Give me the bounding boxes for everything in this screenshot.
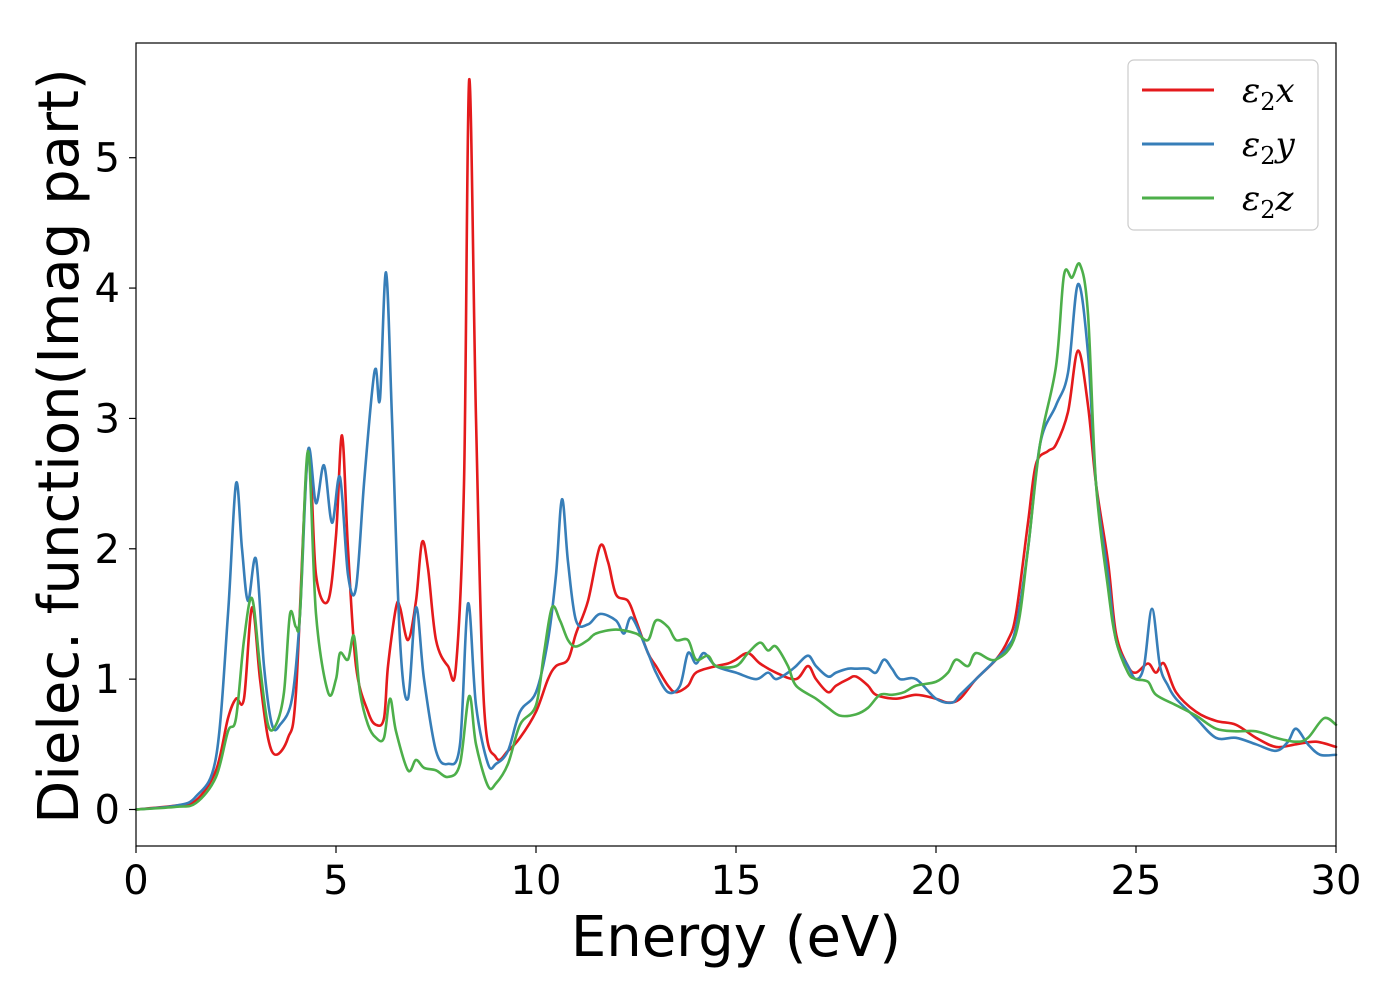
- y-tick-label: 5: [95, 136, 120, 182]
- x-tick-label: 5: [323, 858, 348, 904]
- legend-box: [1127, 59, 1319, 231]
- x-tick-label: 10: [511, 858, 562, 904]
- legend-label-suffix: y: [1274, 125, 1296, 165]
- legend-label: ε2y: [1242, 125, 1296, 170]
- legend-label-base: ε: [1242, 71, 1260, 111]
- legend-entry-x: ε2x: [1142, 71, 1295, 116]
- y-axis-ticks: 0 1 2 3 4 5: [95, 136, 136, 834]
- legend-label-suffix: x: [1276, 71, 1295, 111]
- legend-label: ε2x: [1242, 71, 1295, 116]
- x-tick-label: 30: [1311, 858, 1362, 904]
- x-tick-label: 20: [911, 858, 962, 904]
- x-axis-ticks: 0 5 10 15 20 25 30: [123, 846, 1361, 904]
- legend-label-base: ε: [1242, 125, 1260, 165]
- y-tick-label: 3: [95, 396, 120, 442]
- x-tick-label: 0: [123, 858, 148, 904]
- y-tick-label: 2: [95, 527, 120, 573]
- x-tick-label: 15: [711, 858, 762, 904]
- legend-label-subscript: 2: [1260, 142, 1275, 170]
- legend-label-subscript: 2: [1260, 88, 1275, 116]
- legend-entry-y: ε2y: [1142, 125, 1296, 170]
- y-tick-label: 1: [95, 657, 120, 703]
- legend-entry-z: ε2z: [1142, 179, 1295, 224]
- legend-label-suffix: z: [1275, 179, 1295, 219]
- y-tick-label: 0: [95, 788, 120, 834]
- x-tick-label: 25: [1111, 858, 1162, 904]
- series-line-z: [134, 262, 1338, 811]
- legend-label-subscript: 2: [1260, 196, 1275, 224]
- series-layer: [134, 78, 1338, 811]
- legend-label: ε2z: [1242, 179, 1295, 224]
- x-axis-label: Energy (eV): [571, 905, 901, 970]
- series-line-x: [134, 78, 1338, 811]
- y-tick-label: 4: [95, 266, 120, 312]
- y-axis-label: Dielec. function(Imag part): [27, 68, 92, 824]
- legend-label-base: ε: [1242, 179, 1260, 219]
